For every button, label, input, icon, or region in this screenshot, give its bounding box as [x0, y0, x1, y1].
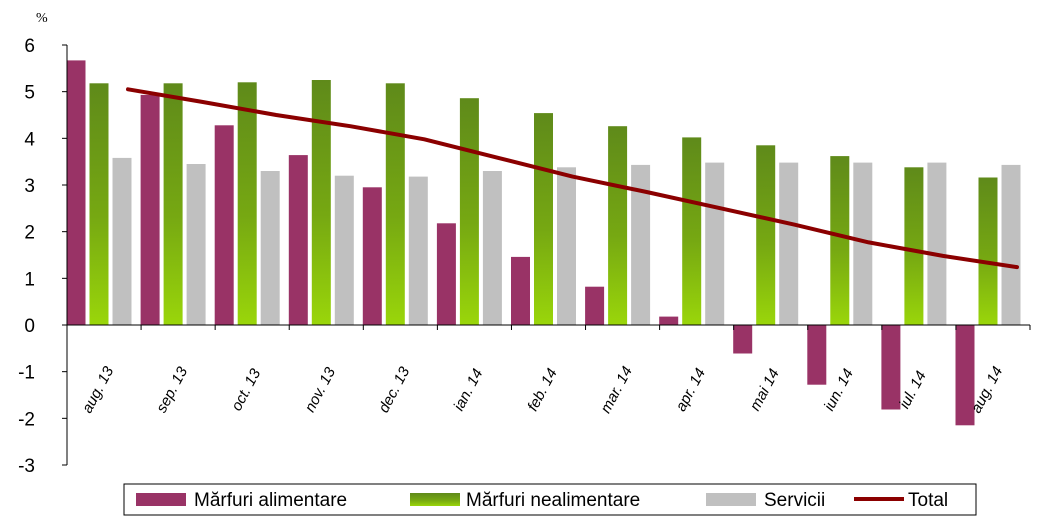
bar-mărfuri-alimentare-2 [214, 125, 234, 325]
y-tick-label-1: 5 [24, 83, 35, 104]
bar-mărfuri-alimentare-6 [511, 256, 530, 325]
bar-mărfuri-nealimentare-12 [978, 177, 998, 325]
bar-servicii-12 [1001, 164, 1021, 325]
bar-mărfuri-alimentare-12 [955, 325, 975, 426]
bar-servicii-9 [779, 162, 799, 325]
bar-servicii-6 [557, 167, 576, 325]
legend-label-total: Total [908, 490, 948, 511]
bar-mărfuri-alimentare-4 [362, 187, 382, 325]
bar-mărfuri-nealimentare-5 [459, 98, 479, 325]
y-unit-label: % [36, 11, 48, 26]
bar-servicii-7 [631, 164, 651, 325]
bar-mărfuri-alimentare-11 [881, 325, 901, 410]
x-tick-label-0: aug. 13 [79, 363, 118, 416]
y-tick-label-7: -1 [18, 363, 35, 384]
legend-swatch-marfuri-nealimentare [410, 493, 460, 506]
bar-mărfuri-nealimentare-1 [163, 83, 183, 325]
legend-label-servicii: Servicii [764, 490, 825, 511]
bar-mărfuri-alimentare-8 [659, 316, 679, 325]
legend-frame [123, 483, 977, 516]
axes-layer [66, 45, 1030, 465]
bars-layer [66, 60, 1021, 426]
x-tick-label-9: mai 14 [747, 366, 783, 414]
bar-mărfuri-nealimentare-11 [904, 167, 924, 325]
x-tick-label-5: ian. 14 [450, 366, 486, 414]
legend-swatch-marfuri-alimentare [136, 493, 186, 506]
bar-mărfuri-alimentare-5 [436, 223, 456, 325]
x-tick-label-3: nov. 13 [302, 364, 340, 415]
legend-label-marfuri-alimentare: Mărfuri alimentare [194, 490, 347, 511]
bar-mărfuri-nealimentare-3 [311, 80, 331, 325]
y-tick-label-0: 6 [24, 36, 35, 57]
y-tick-label-6: 0 [24, 316, 35, 337]
bar-servicii-8 [705, 162, 725, 325]
bar-servicii-11 [927, 162, 947, 325]
bar-mărfuri-alimentare-3 [288, 155, 308, 325]
bar-mărfuri-alimentare-7 [585, 286, 605, 325]
y-tick-label-4: 2 [24, 223, 35, 244]
y-tick-label-5: 1 [24, 269, 35, 290]
x-tick-label-8: apr. 14 [672, 366, 709, 415]
y-tick-label-3: 3 [24, 176, 35, 197]
bar-servicii-3 [334, 175, 354, 325]
x-tick-label-1: sep. 13 [153, 364, 191, 416]
y-tick-label-8: -2 [18, 409, 35, 430]
y-tick-label-9: -3 [18, 456, 35, 477]
total-line [126, 87, 1019, 270]
x-tick-label-2: oct. 13 [228, 365, 264, 413]
y-tick-label-2: 4 [24, 129, 35, 150]
bar-servicii-2 [260, 171, 280, 325]
bar-servicii-1 [186, 164, 206, 325]
legend: Mărfuri alimentare Mărfuri nealimentare … [123, 483, 977, 516]
legend-swatch-servicii [706, 493, 756, 506]
bar-mărfuri-nealimentare-2 [237, 82, 257, 325]
x-tick-label-11: iul. 14 [896, 368, 930, 411]
bar-mărfuri-nealimentare-4 [385, 83, 405, 325]
bar-mărfuri-alimentare-1 [140, 94, 160, 326]
bar-mărfuri-nealimentare-9 [756, 145, 776, 325]
bar-mărfuri-alimentare-0 [66, 60, 86, 326]
bar-mărfuri-alimentare-9 [733, 325, 753, 354]
bar-servicii-10 [853, 162, 873, 325]
bar-mărfuri-nealimentare-7 [608, 126, 628, 325]
bar-mărfuri-nealimentare-0 [89, 83, 109, 325]
bar-servicii-5 [482, 171, 502, 325]
x-tick-label-7: mar. 14 [597, 364, 636, 416]
legend-label-marfuri-nealimentare: Mărfuri nealimentare [466, 490, 640, 511]
x-tick-label-6: feb. 14 [524, 366, 561, 414]
bar-mărfuri-nealimentare-6 [534, 113, 553, 325]
bar-mărfuri-alimentare-10 [807, 325, 827, 385]
x-tick-label-4: dec. 13 [375, 364, 413, 416]
total-line-layer [126, 87, 1019, 270]
bar-servicii-0 [112, 157, 132, 325]
bar-mărfuri-nealimentare-8 [682, 137, 702, 325]
bar-mărfuri-nealimentare-10 [830, 156, 850, 325]
bar-servicii-4 [408, 176, 428, 325]
